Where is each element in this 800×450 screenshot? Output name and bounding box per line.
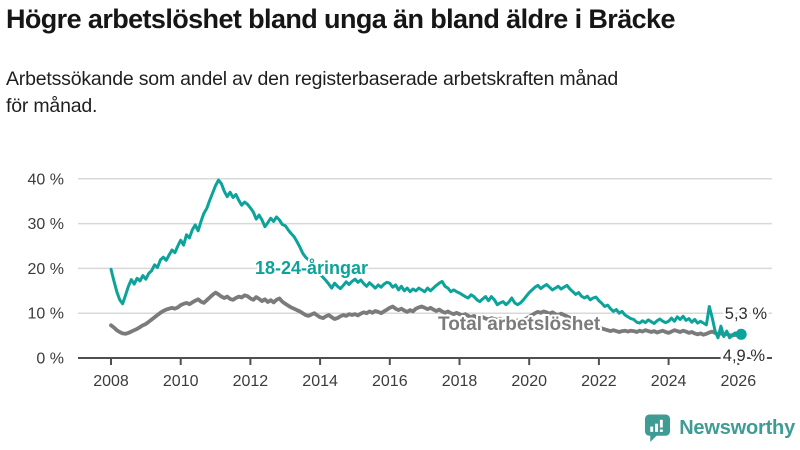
end-value-label-total: 4,9 % [723,347,766,365]
y-tick-label-10: 10 % [28,306,64,323]
logo-exclamation-bar [660,419,663,428]
logo-bar-2 [655,423,659,432]
y-tick-label-30: 30 % [28,216,64,233]
newsworthy-logo-text: Newsworthy [679,416,795,439]
y-tick-label-20: 20 % [28,261,64,278]
y-tick-label-0: 0 % [36,351,64,368]
newsworthy-logo[interactable]: Newsworthy [644,413,795,443]
series-label-total: Total arbetslöshet [438,314,601,335]
gridlines [78,178,772,314]
series-line-total [109,290,744,338]
x-tick-label-2024: 2024 [651,373,687,390]
series-line-youth [109,178,743,340]
x-tick-label-2020: 2020 [511,373,547,390]
chart-subtitle: Arbetssökande som andel av den registerb… [6,66,766,120]
x-tick-label-2012: 2012 [233,373,269,390]
x-tick-label-2018: 2018 [442,373,478,390]
y-tick-label-40: 40 % [28,171,64,188]
x-tick-label-2010: 2010 [163,373,199,390]
subtitle-line-2: för månad. [6,95,98,117]
subtitle-line-1: Arbetssökande som andel av den registerb… [6,68,619,90]
x-tick-label-2026: 2026 [721,373,757,390]
page-title: Högre arbetslöshet bland unga än bland ä… [6,4,675,34]
x-tick-label-2016: 2016 [372,373,408,390]
series-lines [109,178,747,340]
x-tick-label-2022: 2022 [581,373,617,390]
x-tick-label-2008: 2008 [93,373,129,390]
series-end-dot [735,328,747,340]
logo-bar-1 [650,426,654,432]
logo-exclamation-dot [660,429,663,432]
series-label-youth: 18-24-åringar [255,258,368,278]
axes: 0 % 10 % 20 % 30 % 40 % 2008 2010 2012 2014 2016 2… [28,171,772,390]
newsworthy-logo-icon [645,414,671,442]
end-value-label-youth: 5,3 % [725,305,768,323]
x-tick-label-2014: 2014 [302,373,338,390]
